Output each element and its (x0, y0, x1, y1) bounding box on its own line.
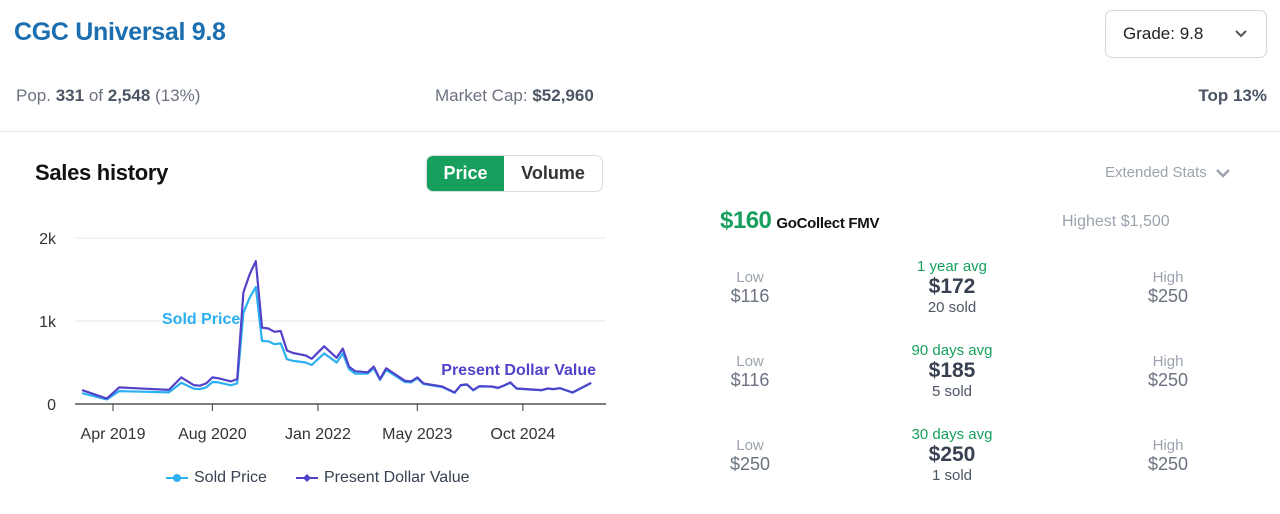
sold-count: 5 sold (931, 383, 973, 400)
low-value: $116 (730, 286, 770, 306)
legend-sold-price[interactable]: Sold Price (166, 469, 267, 487)
high-value: $250 (1147, 370, 1189, 390)
avg-period: 90 days avg (911, 342, 993, 359)
pdv-series-line (81, 260, 592, 400)
sold-price-legend-marker-icon (166, 474, 188, 482)
x-tick-label: Aug 2020 (178, 426, 247, 443)
x-tick-label: May 2023 (382, 426, 452, 443)
sold-price-series-line (81, 285, 592, 401)
low-label: Low (736, 437, 764, 454)
pdv-series-label: Present Dollar Value (441, 362, 596, 379)
avg-value: $250 (928, 443, 976, 466)
highest-sale: Highest $1,500 (1062, 213, 1170, 230)
low-label: Low (736, 353, 764, 370)
chevron-down-icon (1235, 30, 1247, 38)
market-cap-stat: Market Cap: $52,960 (435, 86, 594, 105)
tab-volume[interactable]: Volume (521, 163, 585, 183)
avg-period: 1 year avg (916, 258, 988, 275)
page-title: CGC Universal 9.8 (14, 18, 226, 46)
pdv-legend-marker-icon (296, 474, 318, 482)
tab-price[interactable]: Price (427, 156, 504, 191)
high-label: High (1152, 353, 1184, 370)
low-value: $116 (730, 370, 770, 390)
y-tick-label: 1k (39, 314, 57, 331)
chart-mode-toggle: Price Volume (426, 155, 603, 192)
low-value: $250 (729, 454, 771, 474)
high-value: $250 (1147, 286, 1189, 306)
fmv: $160 GoCollect FMV (720, 207, 879, 235)
top-percent-stat: Top 13% (1198, 86, 1267, 105)
sold-price-series-label: Sold Price (162, 311, 240, 328)
low-stat: Low $116 (670, 353, 830, 391)
grade-select[interactable]: Grade: 9.8 (1105, 10, 1267, 58)
avg-value: $185 (928, 359, 976, 382)
population-stat: Pop. 331 of 2,548 (13%) (16, 86, 201, 105)
y-tick-label: 0 (47, 397, 56, 414)
grade-select-value: Grade: 9.8 (1123, 24, 1204, 43)
average-stat: 30 days avg $250 1 sold (872, 426, 1032, 484)
sales-history-title: Sales history (35, 160, 169, 185)
high-label: High (1152, 269, 1184, 286)
extended-stats-toggle[interactable]: Extended Stats (1105, 164, 1231, 181)
high-label: High (1152, 437, 1184, 454)
x-tick-label: Oct 2024 (490, 426, 555, 443)
high-stat: High $250 (1088, 437, 1248, 475)
low-label: Low (736, 269, 764, 286)
average-stat: 90 days avg $185 5 sold (872, 342, 1032, 400)
high-stat: High $250 (1088, 269, 1248, 307)
sales-history-chart: 0 1k 2k Apr 2019 Aug 2020 Jan 2022 May 2023 Oct… (39, 231, 606, 443)
legend-present-dollar-value[interactable]: Present Dollar Value (296, 469, 470, 487)
fmv-label: GoCollect FMV (776, 215, 880, 232)
average-stat: 1 year avg $172 20 sold (872, 258, 1032, 316)
fmv-value: $160 (720, 207, 772, 234)
chevron-down-icon (1215, 168, 1230, 178)
sold-count: 1 sold (931, 467, 973, 484)
high-value: $250 (1147, 454, 1189, 474)
avg-value: $172 (928, 275, 976, 298)
y-tick-label: 2k (39, 231, 57, 248)
sold-count: 20 sold (927, 299, 977, 316)
low-stat: Low $116 (670, 269, 830, 307)
x-tick-label: Apr 2019 (81, 426, 146, 443)
high-stat: High $250 (1088, 353, 1248, 391)
x-tick-label: Jan 2022 (285, 426, 351, 443)
low-stat: Low $250 (670, 437, 830, 475)
divider (0, 131, 1280, 132)
avg-period: 30 days avg (911, 426, 993, 443)
